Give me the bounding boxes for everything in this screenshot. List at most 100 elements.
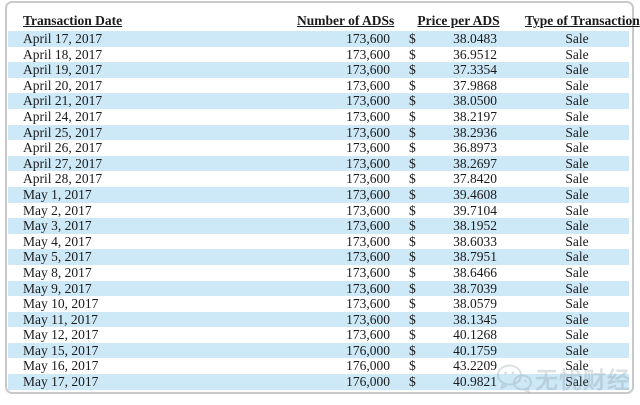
currency-symbol: $ bbox=[409, 296, 416, 312]
price-per-ads-cell: $ 39.4608 bbox=[392, 187, 525, 203]
table-row: May 5, 2017 173,600 $ 38.7951 Sale bbox=[8, 249, 629, 265]
table-row: April 28, 2017 173,600 $ 37.8420 Sale bbox=[8, 171, 629, 187]
number-of-ads-cell: 173,600 bbox=[346, 296, 390, 312]
table-row: April 20, 2017 173,600 $ 37.9868 Sale bbox=[8, 78, 629, 94]
transaction-type-cell: Sale bbox=[565, 280, 589, 296]
number-of-ads-cell: 173,600 bbox=[346, 31, 390, 46]
table-row: May 3, 2017 173,600 $ 38.1952 Sale bbox=[8, 218, 629, 234]
transaction-date-cell: May 3, 2017 bbox=[23, 218, 92, 234]
table-row: April 18, 2017 173,600 $ 36.9512 Sale bbox=[8, 47, 629, 63]
price-per-ads-cell: $ 39.7104 bbox=[392, 203, 525, 219]
transaction-type-cell: Sale bbox=[565, 140, 589, 156]
price-per-ads-cell: $ 37.9868 bbox=[392, 78, 525, 94]
transaction-type-cell: Sale bbox=[565, 31, 589, 46]
price-value: 38.1952 bbox=[453, 218, 497, 234]
number-of-ads-cell: 173,600 bbox=[346, 186, 390, 202]
number-of-ads-cell: 173,600 bbox=[346, 280, 390, 296]
price-value: 39.4608 bbox=[453, 186, 497, 202]
transaction-type-cell: Sale bbox=[565, 155, 589, 171]
transaction-type-cell: Sale bbox=[565, 93, 589, 109]
price-per-ads-cell: $ 38.6033 bbox=[392, 234, 525, 250]
table-row: May 15, 2017 176,000 $ 40.1759 Sale bbox=[8, 342, 629, 359]
currency-symbol: $ bbox=[409, 249, 416, 265]
currency-symbol: $ bbox=[409, 155, 416, 171]
currency-symbol: $ bbox=[409, 46, 416, 62]
number-of-ads-cell: 176,000 bbox=[346, 374, 390, 390]
column-header-number-of-ads: Number of ADSs bbox=[297, 13, 395, 28]
table-row: May 11, 2017 173,600 $ 38.1345 Sale bbox=[8, 311, 629, 328]
number-of-ads-cell: 173,600 bbox=[346, 108, 390, 124]
currency-symbol: $ bbox=[409, 124, 416, 140]
transaction-date-cell: May 5, 2017 bbox=[23, 249, 92, 265]
table-row: May 2, 2017 173,600 $ 39.7104 Sale bbox=[8, 203, 629, 219]
currency-symbol: $ bbox=[409, 62, 416, 78]
number-of-ads-cell: 173,600 bbox=[346, 77, 390, 93]
transaction-date-cell: April 24, 2017 bbox=[23, 108, 103, 124]
price-value: 38.6466 bbox=[453, 264, 497, 280]
table-row: April 26, 2017 173,600 $ 36.8973 Sale bbox=[8, 140, 629, 156]
transaction-type-cell: Sale bbox=[565, 77, 589, 93]
table-row: May 4, 2017 173,600 $ 38.6033 Sale bbox=[8, 234, 629, 250]
table-row: April 25, 2017 173,600 $ 38.2936 Sale bbox=[8, 124, 629, 141]
transaction-date-cell: April 26, 2017 bbox=[23, 140, 103, 156]
price-value: 43.2209 bbox=[453, 358, 497, 374]
column-header-price-per-ads: Price per ADS bbox=[417, 13, 500, 28]
price-value: 38.1345 bbox=[453, 311, 497, 327]
column-header-type-of-transaction: Type of Transaction bbox=[525, 13, 640, 28]
transaction-type-cell: Sale bbox=[565, 202, 589, 218]
currency-symbol: $ bbox=[409, 311, 416, 327]
price-per-ads-cell: $ 38.2697 bbox=[392, 156, 525, 172]
table-row: May 9, 2017 173,600 $ 38.7039 Sale bbox=[8, 280, 629, 297]
transaction-type-cell: Sale bbox=[565, 233, 589, 249]
price-per-ads-cell: $ 38.7039 bbox=[392, 281, 525, 297]
price-value: 38.2697 bbox=[453, 155, 497, 171]
transaction-date-cell: April 28, 2017 bbox=[23, 171, 103, 187]
currency-symbol: $ bbox=[409, 358, 416, 374]
number-of-ads-cell: 173,600 bbox=[346, 218, 390, 234]
price-value: 37.8420 bbox=[453, 171, 497, 187]
currency-symbol: $ bbox=[409, 327, 416, 343]
transaction-type-cell: Sale bbox=[565, 108, 589, 124]
currency-symbol: $ bbox=[409, 77, 416, 93]
transaction-date-cell: April 18, 2017 bbox=[23, 46, 103, 62]
price-per-ads-cell: $ 38.7951 bbox=[392, 249, 525, 265]
currency-symbol: $ bbox=[409, 374, 416, 390]
transaction-date-cell: April 20, 2017 bbox=[23, 77, 103, 93]
transaction-type-cell: Sale bbox=[565, 249, 589, 265]
currency-symbol: $ bbox=[409, 280, 416, 296]
table-row: April 21, 2017 173,600 $ 38.0500 Sale bbox=[8, 93, 629, 109]
price-per-ads-cell: $ 36.8973 bbox=[392, 140, 525, 156]
price-value: 40.1759 bbox=[453, 342, 497, 358]
table-row: May 17, 2017 176,000 $ 40.9821 Sale bbox=[8, 374, 629, 390]
transaction-type-cell: Sale bbox=[565, 327, 589, 343]
price-value: 38.0483 bbox=[453, 31, 497, 46]
table-row: April 17, 2017 173,600 $ 38.0483 Sale bbox=[8, 31, 629, 47]
price-value: 38.0579 bbox=[453, 296, 497, 312]
transaction-type-cell: Sale bbox=[565, 218, 589, 234]
price-per-ads-cell: $ 38.2197 bbox=[392, 109, 525, 125]
number-of-ads-cell: 173,600 bbox=[346, 249, 390, 265]
table-row: April 19, 2017 173,600 $ 37.3354 Sale bbox=[8, 62, 629, 78]
currency-symbol: $ bbox=[409, 218, 416, 234]
price-per-ads-cell: $ 40.1759 bbox=[392, 343, 525, 359]
price-value: 40.1268 bbox=[453, 327, 497, 343]
price-value: 38.2197 bbox=[453, 108, 497, 124]
price-value: 38.0500 bbox=[453, 93, 497, 109]
transaction-date-cell: April 19, 2017 bbox=[23, 62, 103, 78]
transactions-table: Transaction Date Number of ADSs Price pe… bbox=[8, 13, 640, 390]
price-per-ads-cell: $ 38.6466 bbox=[392, 265, 525, 281]
table-row: May 8, 2017 173,600 $ 38.6466 Sale bbox=[8, 265, 629, 281]
transaction-type-cell: Sale bbox=[565, 264, 589, 280]
currency-symbol: $ bbox=[409, 140, 416, 156]
price-value: 36.9512 bbox=[453, 46, 497, 62]
table-row: May 1, 2017 173,600 $ 39.4608 Sale bbox=[8, 186, 629, 203]
currency-symbol: $ bbox=[409, 264, 416, 280]
transaction-date-cell: May 16, 2017 bbox=[23, 358, 99, 374]
number-of-ads-cell: 173,600 bbox=[346, 124, 390, 140]
price-per-ads-cell: $ 38.0579 bbox=[392, 296, 525, 312]
number-of-ads-cell: 173,600 bbox=[346, 233, 390, 249]
currency-symbol: $ bbox=[409, 108, 416, 124]
table-row: May 10, 2017 173,600 $ 38.0579 Sale bbox=[8, 296, 629, 312]
transaction-date-cell: May 12, 2017 bbox=[23, 327, 99, 343]
transaction-date-cell: May 15, 2017 bbox=[23, 342, 99, 358]
